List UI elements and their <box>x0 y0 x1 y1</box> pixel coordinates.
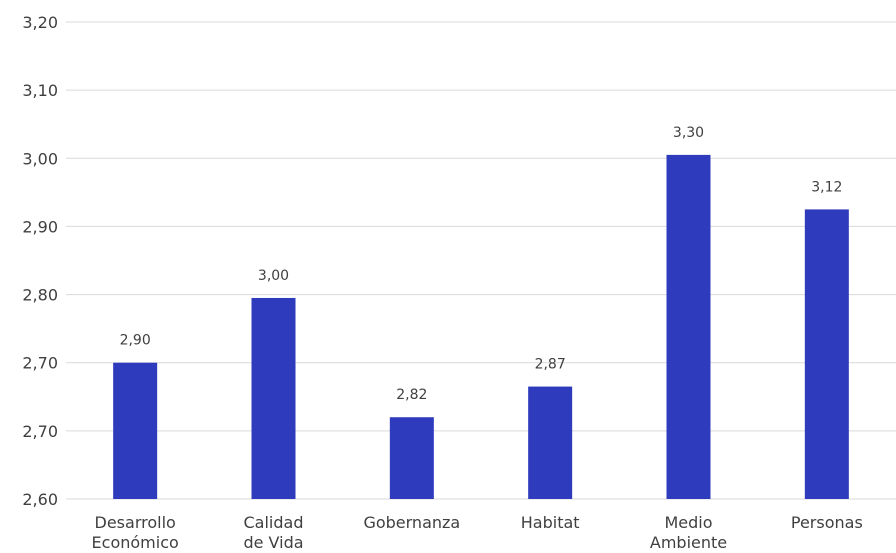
x-tick-label: Gobernanza <box>363 513 460 532</box>
y-tick-label: 2,70 <box>22 422 58 441</box>
bar <box>666 154 711 499</box>
bar <box>804 209 849 499</box>
y-axis-tick-labels: 2,60 2,70 2,70 2,80 2,90 3,00 3,10 3,20 <box>22 13 58 509</box>
x-tick-label: Personas <box>791 513 863 532</box>
x-tick-label: Desarrollo Económico <box>92 513 179 552</box>
data-label: 2,87 <box>535 357 566 373</box>
bar <box>528 386 573 499</box>
bar <box>113 362 158 499</box>
bar <box>251 297 296 499</box>
y-tick-label: 3,20 <box>22 13 58 32</box>
data-label: 2,90 <box>120 333 151 349</box>
x-tick-label: Calidad de Vida <box>243 513 303 552</box>
data-label: 3,30 <box>673 125 704 141</box>
data-label: 3,00 <box>258 268 289 284</box>
y-tick-label: 2,60 <box>22 490 58 509</box>
y-tick-label: 2,90 <box>22 217 58 236</box>
y-tick-label: 3,00 <box>22 149 58 168</box>
bar <box>389 417 434 499</box>
gridlines <box>66 21 896 500</box>
data-label: 2,82 <box>396 387 427 403</box>
data-label: 3,12 <box>811 179 842 195</box>
x-tick-label: Medio Ambiente <box>650 513 727 552</box>
y-tick-label: 2,80 <box>22 286 58 305</box>
data-labels: 2,90 3,00 2,82 2,87 3,30 3,12 <box>120 125 843 403</box>
x-tick-label: Habitat <box>521 513 580 532</box>
bars <box>113 154 849 499</box>
y-tick-label: 2,70 <box>22 354 58 373</box>
y-tick-label: 3,10 <box>22 81 58 100</box>
x-axis-category-labels: Desarrollo Económico Calidad de Vida Goberna… <box>92 513 863 552</box>
